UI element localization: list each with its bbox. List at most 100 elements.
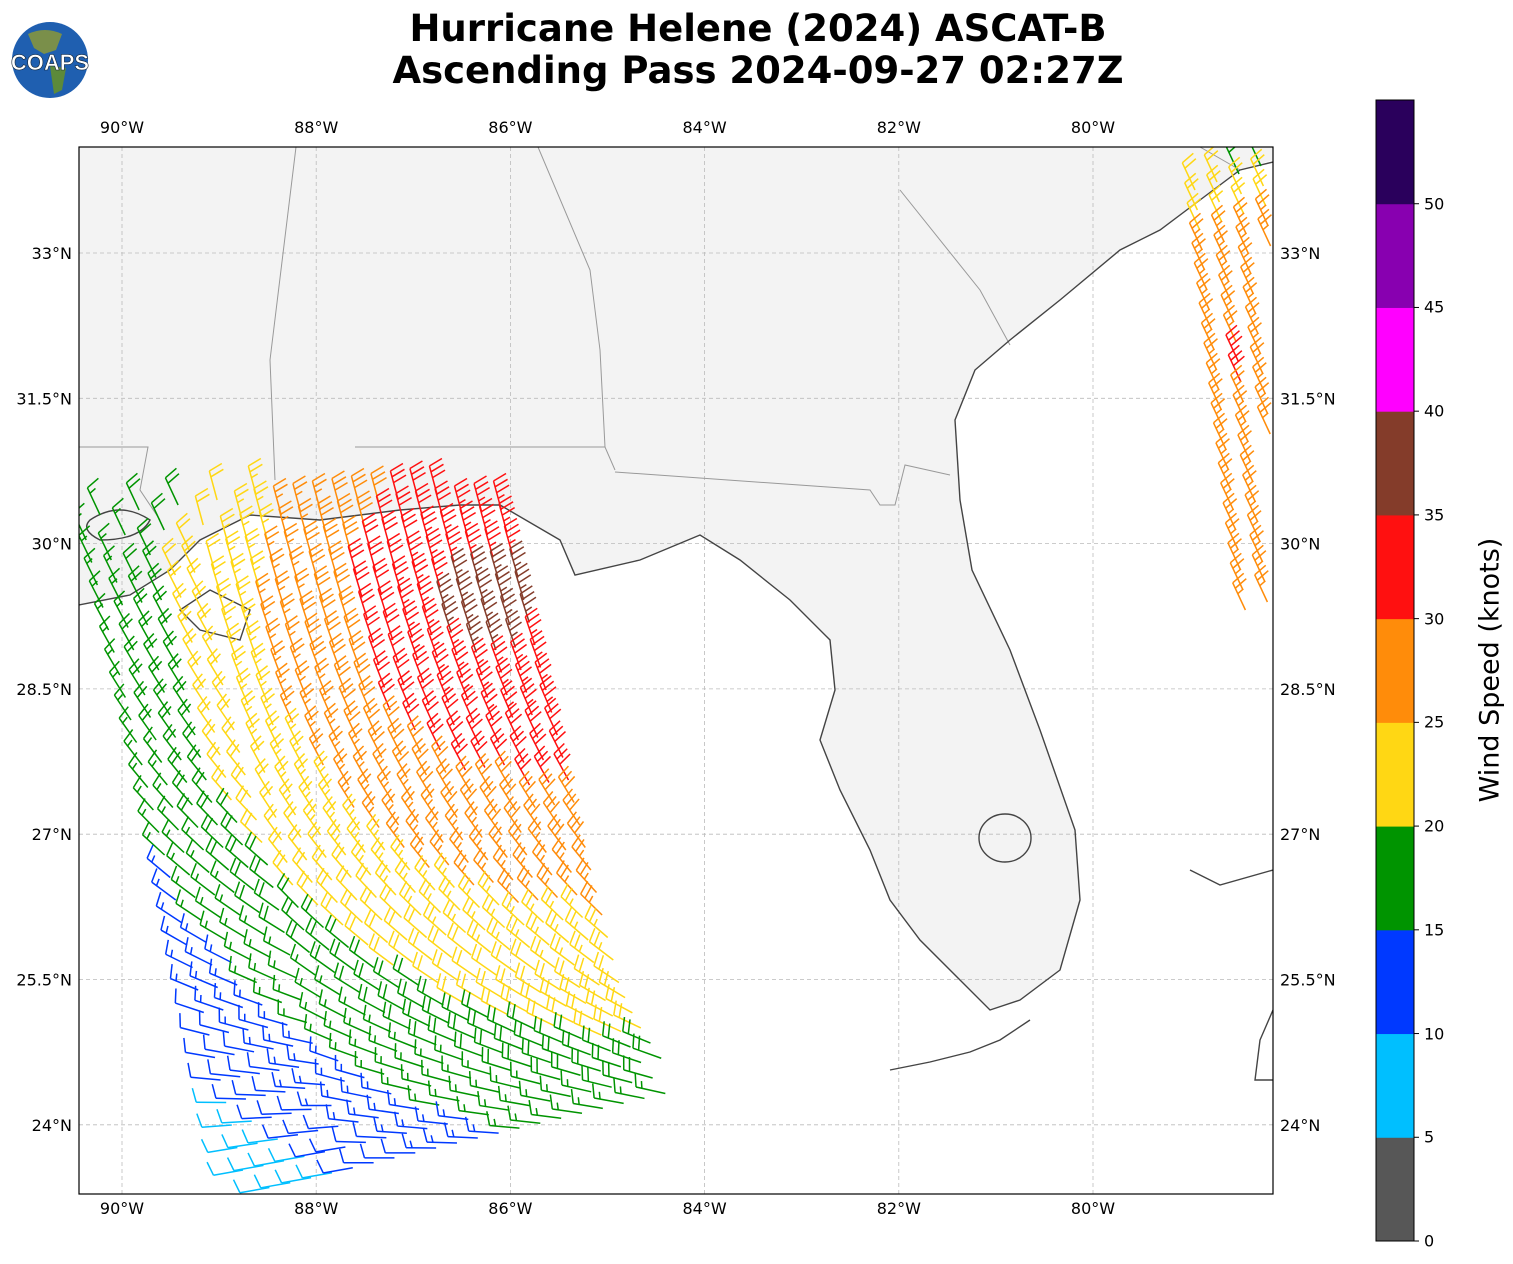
wind-barb bbox=[420, 505, 437, 543]
wind-barb bbox=[216, 1108, 252, 1124]
wind-barb bbox=[222, 1031, 255, 1053]
wind-barb bbox=[191, 767, 213, 803]
wind-barb bbox=[223, 931, 252, 961]
wind-barb bbox=[441, 1055, 472, 1079]
wind-barb bbox=[294, 967, 322, 999]
wind-barb bbox=[394, 857, 416, 894]
wind-barb bbox=[1227, 532, 1242, 571]
wind-barb bbox=[205, 532, 221, 571]
wind-barb bbox=[125, 472, 141, 511]
wind-barb bbox=[214, 883, 241, 916]
wind-barb bbox=[518, 1080, 551, 1102]
wind-barb bbox=[108, 660, 127, 698]
wind-barb bbox=[397, 978, 425, 1009]
wind-barb bbox=[323, 610, 341, 648]
wind-barb bbox=[426, 620, 444, 658]
wind-barb bbox=[343, 700, 361, 738]
wind-barb bbox=[395, 485, 412, 523]
wind-barb bbox=[352, 560, 370, 598]
logo-text: COAPS bbox=[11, 50, 89, 75]
wind-barb bbox=[277, 999, 308, 1024]
wind-barb bbox=[1249, 336, 1265, 375]
wind-barb bbox=[1252, 356, 1267, 395]
wind-barb bbox=[372, 742, 389, 781]
lon-tick-label: 84°W bbox=[683, 1199, 727, 1218]
wind-barb bbox=[265, 617, 281, 656]
wind-barb bbox=[540, 886, 564, 921]
wind-barb bbox=[465, 707, 483, 746]
wind-barb bbox=[187, 1062, 221, 1081]
wind-barb bbox=[380, 1138, 416, 1154]
wind-barb bbox=[453, 1031, 484, 1058]
wind-barb bbox=[386, 532, 404, 571]
wind-barb bbox=[362, 1004, 392, 1033]
wind-barb bbox=[167, 746, 188, 783]
wind-barb bbox=[1193, 252, 1209, 291]
wind-barb bbox=[602, 1060, 633, 1084]
wind-barb bbox=[289, 637, 305, 676]
wind-barb bbox=[485, 612, 503, 651]
wind-barb bbox=[405, 808, 425, 846]
colorbar-bin bbox=[1376, 514, 1414, 620]
state-borders bbox=[79, 147, 1241, 521]
wind-barb bbox=[427, 1080, 460, 1102]
wind-barb bbox=[1249, 524, 1264, 563]
wind-barb bbox=[381, 510, 398, 548]
wind-barb bbox=[421, 1059, 452, 1083]
wind-barb bbox=[1224, 512, 1240, 551]
wind-barb bbox=[1252, 168, 1268, 207]
wind-barb bbox=[366, 813, 386, 851]
colorbar-bin bbox=[1376, 307, 1414, 412]
wind-barb bbox=[442, 899, 467, 934]
wind-barb bbox=[605, 984, 633, 1014]
wind-barb bbox=[565, 991, 594, 1020]
wind-barb bbox=[340, 1077, 372, 1099]
wind-barb bbox=[406, 530, 423, 568]
wind-barb bbox=[503, 517, 521, 556]
wind-barb bbox=[1222, 304, 1238, 343]
wind-barb bbox=[1220, 472, 1235, 511]
wind-barb bbox=[581, 1065, 612, 1088]
wind-barb bbox=[573, 954, 600, 986]
wind-barb bbox=[352, 1121, 387, 1139]
wind-barb bbox=[436, 665, 454, 703]
wind-barb bbox=[182, 721, 202, 758]
wind-barb bbox=[331, 842, 352, 878]
wind-barb bbox=[288, 545, 305, 583]
lon-tick-label: 80°W bbox=[1071, 1199, 1115, 1218]
wind-barb bbox=[443, 1122, 478, 1139]
wind-barb bbox=[267, 826, 288, 863]
wind-barb bbox=[241, 1129, 278, 1144]
colorbar-bin bbox=[1376, 411, 1414, 516]
wind-barb bbox=[155, 891, 182, 924]
wind-barb bbox=[304, 612, 322, 651]
wind-barb bbox=[205, 836, 230, 871]
wind-barb bbox=[281, 1022, 313, 1044]
wind-barb bbox=[1232, 572, 1247, 611]
wind-barb bbox=[411, 737, 429, 776]
wind-barb bbox=[438, 875, 461, 911]
wind-barb bbox=[528, 1100, 562, 1119]
wind-barb bbox=[366, 1094, 399, 1115]
colorbar-bin bbox=[1376, 1137, 1414, 1242]
lat-tick-label: 28.5°N bbox=[16, 680, 72, 699]
wind-barb bbox=[194, 487, 210, 526]
colorbar-tick-label: 10 bbox=[1424, 1024, 1445, 1044]
wind-barb bbox=[328, 632, 346, 671]
wind-barb bbox=[113, 590, 129, 628]
colorbar-bin bbox=[1376, 203, 1414, 308]
wind-barb bbox=[524, 700, 542, 738]
wind-barb bbox=[544, 697, 562, 736]
wind-barb bbox=[333, 962, 361, 994]
wind-barb bbox=[200, 1138, 238, 1154]
lat-tick-label: 31.5°N bbox=[1280, 389, 1336, 408]
wind-barb bbox=[422, 901, 447, 936]
wind-barb bbox=[422, 1127, 457, 1144]
wind-barb bbox=[182, 628, 199, 666]
wind-barb bbox=[138, 703, 157, 741]
wind-barb bbox=[262, 1025, 294, 1047]
wind-barb bbox=[1227, 344, 1245, 383]
wind-barb bbox=[533, 1015, 563, 1043]
colorbar-bin bbox=[1376, 618, 1414, 723]
wind-barb bbox=[400, 507, 418, 546]
